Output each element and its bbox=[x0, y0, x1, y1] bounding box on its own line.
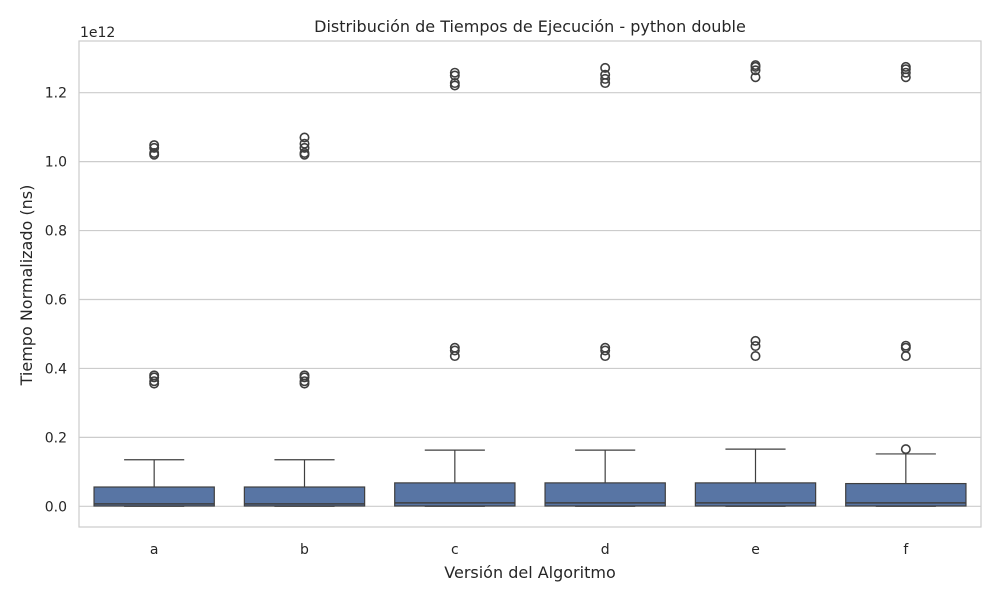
outlier-point bbox=[299, 148, 310, 159]
outlier-point bbox=[600, 345, 611, 356]
outlier-point bbox=[750, 72, 761, 83]
outlier-point bbox=[600, 342, 611, 353]
box-b bbox=[243, 132, 366, 507]
outlier-point bbox=[750, 341, 761, 352]
outlier-point bbox=[750, 65, 761, 76]
outlier-point bbox=[299, 132, 310, 143]
outlier-point bbox=[449, 342, 460, 353]
box-f bbox=[845, 61, 967, 507]
outlier-point bbox=[449, 70, 460, 81]
outlier-point bbox=[750, 351, 761, 362]
outlier-point bbox=[299, 138, 310, 149]
outlier-point bbox=[600, 69, 611, 80]
x-tick-label: d bbox=[601, 542, 610, 558]
x-tick-label: e bbox=[751, 542, 760, 558]
outlier-point bbox=[900, 67, 911, 78]
x-tick-label: a bbox=[150, 542, 159, 558]
box-iqr bbox=[243, 486, 366, 507]
outlier-point bbox=[449, 345, 460, 356]
outlier-point bbox=[600, 73, 611, 84]
outlier-point bbox=[149, 140, 160, 151]
outlier-point bbox=[449, 67, 460, 78]
x-tick-labels: a b c d e f bbox=[150, 542, 909, 558]
boxes-layer bbox=[93, 60, 967, 507]
outlier-point bbox=[600, 62, 611, 73]
y-tick-label: 1.2 bbox=[45, 86, 67, 102]
y-axis-label: Tiempo Normalizado (ns) bbox=[17, 185, 36, 387]
chart-title: Distribución de Tiempos de Ejecución - p… bbox=[314, 17, 746, 36]
outlier-point bbox=[299, 370, 310, 381]
grid-lines bbox=[79, 92, 981, 507]
outlier-point bbox=[750, 335, 761, 346]
x-axis-label: Versión del Algoritmo bbox=[444, 563, 615, 582]
box-iqr bbox=[544, 482, 666, 507]
box-iqr bbox=[845, 482, 967, 507]
y-tick-label: 0.2 bbox=[45, 430, 67, 446]
outlier-point bbox=[900, 340, 911, 351]
outlier-point bbox=[149, 376, 160, 387]
y-tick-label: 0.6 bbox=[45, 293, 67, 309]
outlier-point bbox=[900, 444, 911, 455]
box-iqr bbox=[394, 482, 516, 507]
box-iqr bbox=[694, 482, 817, 507]
box-d bbox=[544, 62, 666, 507]
box-c bbox=[394, 67, 516, 507]
y-axis-offset-label: 1e12 bbox=[80, 25, 115, 41]
plot-frame bbox=[78, 40, 982, 528]
outlier-point bbox=[750, 60, 761, 71]
outlier-point bbox=[449, 78, 460, 89]
outlier-point bbox=[299, 142, 310, 153]
x-tick-label: b bbox=[300, 542, 309, 558]
box-a bbox=[93, 140, 215, 507]
x-tick-label: c bbox=[451, 542, 459, 558]
box-e bbox=[694, 60, 817, 507]
y-tick-labels: 0.0 0.2 0.4 0.6 0.8 1.0 1.2 bbox=[45, 86, 67, 516]
outlier-point bbox=[900, 61, 911, 72]
y-tick-label: 1.0 bbox=[45, 155, 67, 171]
y-tick-label: 0.4 bbox=[45, 361, 67, 377]
y-tick-label: 0.0 bbox=[45, 499, 67, 515]
outlier-point bbox=[299, 376, 310, 387]
outlier-point bbox=[149, 370, 160, 381]
x-tick-label: f bbox=[903, 542, 909, 558]
outlier-point bbox=[149, 142, 160, 153]
box-iqr bbox=[93, 486, 215, 507]
y-tick-label: 0.8 bbox=[45, 224, 67, 240]
